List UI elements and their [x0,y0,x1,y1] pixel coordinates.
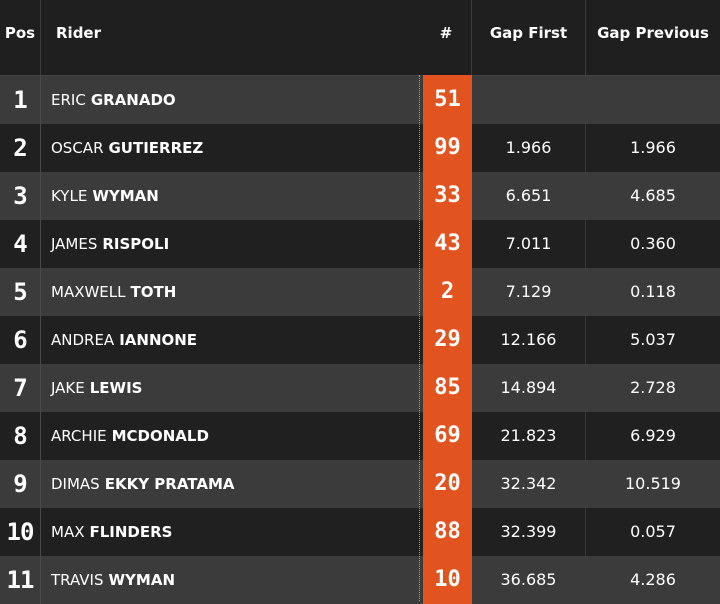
position-cell: 10 [0,508,41,556]
gap-previous-cell: 0.118 [630,282,676,301]
rider-number-cell: 10 [423,556,472,604]
rider-name-cell: TRAVIS WYMAN [41,556,421,604]
gap-first-cell: 6.651 [472,172,586,220]
position-cell: 6 [0,316,41,364]
rider-last-name: MCDONALD [111,427,209,445]
rider-number-cell: 33 [423,172,472,220]
rider-name-cell: JAKE LEWIS [41,364,421,412]
rider-first-name: MAX [51,523,85,541]
rider-number-cell: 99 [423,124,472,172]
gap-first-cell: 32.342 [472,460,586,508]
column-divider [419,75,420,601]
rider-number-cell: 29 [423,316,472,364]
rider-last-name: IANNONE [119,331,198,349]
rider-first-name: ARCHIE [51,427,107,445]
rider-name-cell: ARCHIE MCDONALD [41,412,421,460]
rider-first-name: DIMAS [51,475,100,493]
rider-last-name: FLINDERS [89,523,173,541]
rider-first-name: MAXWELL [51,283,126,301]
rider-first-name: KYLE [51,187,88,205]
table-row[interactable]: 4 JAMES RISPOLI 43 7.011 0.360 [0,220,720,268]
table-row[interactable]: 3 KYLE WYMAN 33 6.651 4.685 [0,172,720,220]
gap-first-cell: 21.823 [472,412,586,460]
gap-first-cell: 7.129 [472,268,586,316]
rider-name-cell: MAXWELL TOTH [41,268,421,316]
gap-first-cell: 32.399 [472,508,586,556]
table-row[interactable]: 6 ANDREA IANNONE 29 12.166 5.037 [0,316,720,364]
table-row[interactable]: 1 ERIC GRANADO 51 [0,76,720,124]
gap-first-cell: 12.166 [472,316,586,364]
table-row[interactable]: 9 DIMAS EKKY PRATAMA 20 32.342 10.519 [0,460,720,508]
rider-number-cell: 2 [423,268,472,316]
gap-previous-cell: 0.057 [630,522,676,541]
table-row[interactable]: 2 OSCAR GUTIERREZ 99 1.966 1.966 [0,124,720,172]
rider-last-name: EKKY PRATAMA [104,475,235,493]
gap-previous-cell: 0.360 [630,234,676,253]
header-pos[interactable]: Pos [0,0,41,75]
header-number[interactable]: # [421,0,472,75]
position-cell: 3 [0,172,41,220]
rider-first-name: OSCAR [51,139,104,157]
table-row[interactable]: 8 ARCHIE MCDONALD 69 21.823 6.929 [0,412,720,460]
gap-first-cell [472,76,586,124]
rider-last-name: RISPOLI [102,235,170,253]
rider-last-name: GUTIERREZ [108,139,204,157]
rider-first-name: TRAVIS [51,571,104,589]
rider-first-name: ANDREA [51,331,115,349]
gap-previous-cell: 1.966 [630,138,676,157]
gap-first-cell: 36.685 [472,556,586,604]
rider-first-name: JAKE [51,379,85,397]
position-cell: 1 [0,76,41,124]
gap-previous-cell [586,76,720,124]
table-row[interactable]: 7 JAKE LEWIS 85 14.894 2.728 [0,364,720,412]
position-cell: 2 [0,124,41,172]
rider-number-cell: 43 [423,220,472,268]
position-cell: 11 [0,556,41,604]
rider-number-cell: 88 [423,508,472,556]
rider-last-name: WYMAN [92,187,159,205]
gap-previous-cell: 2.728 [630,378,676,397]
gap-previous-cell: 5.037 [630,330,676,349]
rider-number-cell: 69 [423,412,472,460]
position-cell: 8 [0,412,41,460]
gap-first-cell: 1.966 [472,124,586,172]
gap-previous-cell: 6.929 [630,426,676,445]
header-gap-first[interactable]: Gap First [472,0,586,75]
rider-name-cell: ERIC GRANADO [41,76,421,124]
rider-name-cell: MAX FLINDERS [41,508,421,556]
position-cell: 7 [0,364,41,412]
rider-name-cell: OSCAR GUTIERREZ [41,124,421,172]
position-cell: 4 [0,220,41,268]
rider-number-cell: 85 [423,364,472,412]
rider-number-cell: 20 [423,460,472,508]
rider-number-cell: 51 [423,76,472,124]
rider-first-name: JAMES [51,235,98,253]
table-row[interactable]: 5 MAXWELL TOTH 2 7.129 0.118 [0,268,720,316]
position-cell: 9 [0,460,41,508]
rider-last-name: TOTH [130,283,177,301]
table-header: Pos Rider # Gap First Gap Previous [0,0,720,76]
table-row[interactable]: 10 MAX FLINDERS 88 32.399 0.057 [0,508,720,556]
rider-name-cell: ANDREA IANNONE [41,316,421,364]
header-gap-previous[interactable]: Gap Previous [597,24,709,42]
gap-previous-cell: 4.286 [630,570,676,589]
gap-first-cell: 14.894 [472,364,586,412]
position-cell: 5 [0,268,41,316]
rider-name-cell: JAMES RISPOLI [41,220,421,268]
rider-last-name: WYMAN [108,571,176,589]
rider-name-cell: DIMAS EKKY PRATAMA [41,460,421,508]
gap-previous-cell: 10.519 [625,474,681,493]
rider-last-name: GRANADO [90,91,176,109]
gap-first-cell: 7.011 [472,220,586,268]
header-rider[interactable]: Rider [56,24,101,42]
gap-previous-cell: 4.685 [630,186,676,205]
rider-name-cell: KYLE WYMAN [41,172,421,220]
table-row[interactable]: 11 TRAVIS WYMAN 10 36.685 4.286 [0,556,720,604]
rider-first-name: ERIC [51,91,86,109]
rider-last-name: LEWIS [89,379,143,397]
